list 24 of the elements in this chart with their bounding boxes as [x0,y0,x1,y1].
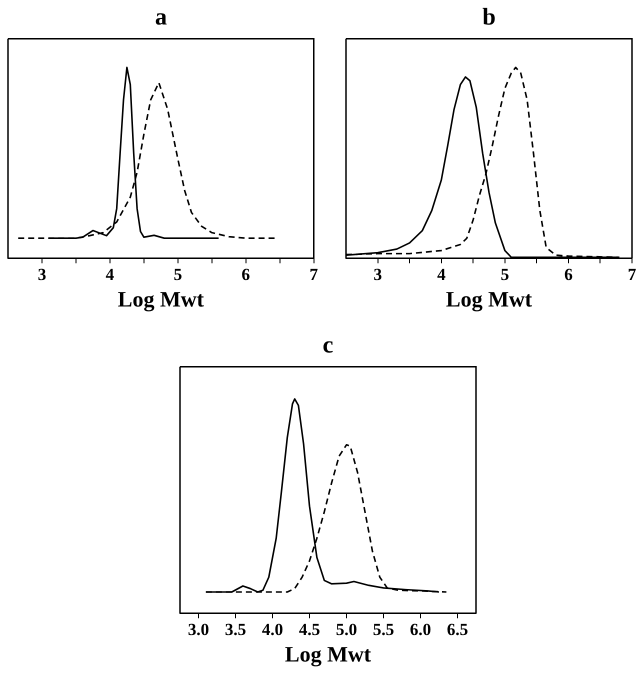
x-tick-label: 4 [437,264,446,284]
x-tick-label: 6.0 [410,620,432,639]
chart-title: c [322,332,334,359]
x-tick-label: 5.5 [372,620,394,639]
x-tick-label: 5 [500,264,510,284]
chart-title: a [155,4,167,31]
x-tick-label: 6 [242,264,250,284]
x-tick-label: 4 [106,264,115,284]
x-tick-label: 7 [628,264,637,284]
x-tick-label: 6.5 [446,620,468,639]
x-axis-title: Log Mwt [446,286,533,312]
x-tick-label: 3.5 [224,620,246,639]
x-tick-label: 5 [174,264,182,284]
x-tick-label: 4.0 [262,620,284,639]
chart-title: b [482,4,496,31]
x-tick-label: 4.5 [298,620,320,639]
x-tick-label: 3 [38,264,46,284]
x-axis-title: Log Mwt [284,641,372,666]
x-tick-label: 3 [374,264,382,284]
x-tick-label: 6 [564,264,573,284]
x-tick-label: 7 [310,264,318,284]
x-tick-label: 5.0 [336,620,358,639]
x-tick-label: 3.0 [188,620,210,639]
x-axis-title: Log Mwt [118,286,205,312]
